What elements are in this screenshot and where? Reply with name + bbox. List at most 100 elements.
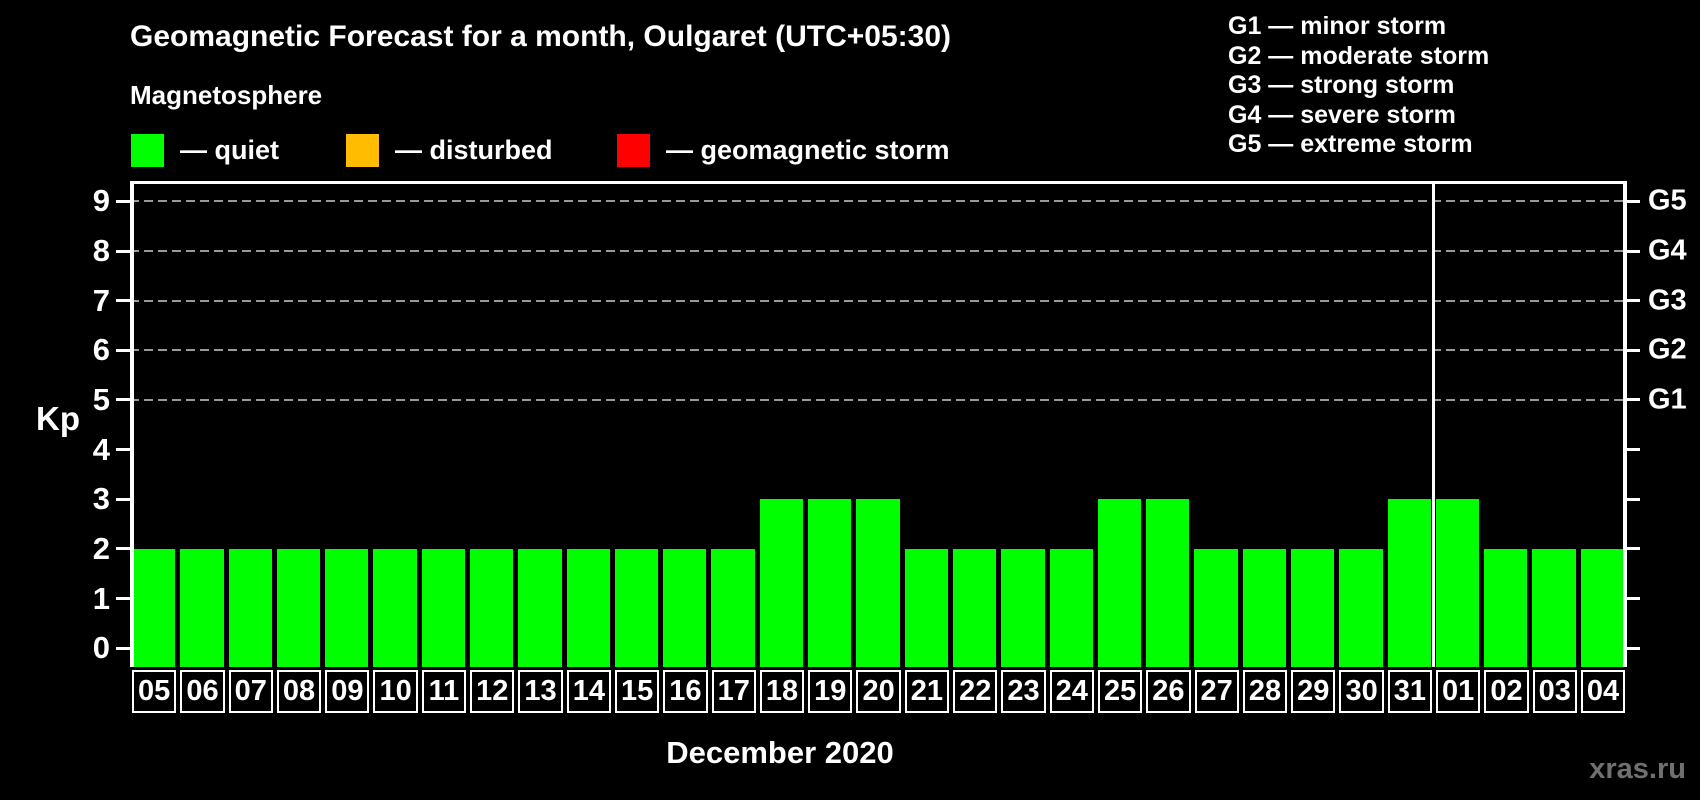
x-axis-title: December 2020 (666, 735, 894, 770)
storm-scale-line-g1: G1 — minor storm (1228, 12, 1447, 40)
magnetosphere-label: Magnetosphere (130, 80, 323, 110)
disturbed-color-swatch (346, 134, 379, 167)
bar-day-17 (711, 548, 755, 667)
legend-label-quiet: — quiet (180, 135, 279, 165)
y-tick-0 (116, 646, 130, 650)
day-label-07: 07 (228, 670, 273, 713)
plot-top-border (130, 181, 1627, 184)
watermark: xras.ru (1589, 753, 1686, 785)
day-label-17: 17 (711, 670, 756, 713)
quiet-color-swatch (131, 134, 164, 167)
day-label-30: 30 (1339, 670, 1384, 713)
bar-day-14 (566, 548, 610, 667)
day-label-21: 21 (904, 670, 950, 713)
legend-item-disturbed: — disturbed (346, 133, 553, 168)
right-axis-label-g1: G1 (1648, 383, 1687, 416)
bar-day-19 (808, 499, 852, 667)
day-label-06: 06 (180, 670, 225, 713)
right-axis-label-g3: G3 (1648, 284, 1687, 317)
legend-label-geomagnetic-storm: — geomagnetic storm (666, 135, 950, 165)
right-tick-7 (1627, 299, 1640, 303)
bar-day-06 (180, 548, 224, 667)
chart-title: Geomagnetic Forecast for a month, Oulgar… (130, 20, 952, 53)
y-tick-label-4: 4 (92, 431, 110, 467)
day-label-12: 12 (470, 670, 515, 713)
day-label-31: 31 (1387, 670, 1433, 713)
storm-scale-legend: G1 — minor storm G2 — moderate storm G3 … (1228, 12, 1489, 160)
bar-day-08 (276, 548, 321, 667)
y-tick-label-1: 1 (92, 580, 110, 616)
y-tick-7 (116, 299, 130, 303)
bar-day-31 (1387, 499, 1431, 667)
right-axis-label-g4: G4 (1648, 234, 1687, 267)
right-tick-5 (1627, 398, 1640, 402)
bar-day-04 (1580, 548, 1624, 667)
day-label-19: 19 (808, 670, 853, 713)
day-label-28: 28 (1242, 670, 1288, 713)
day-label-22: 22 (953, 670, 998, 713)
bar-day-21 (904, 548, 948, 667)
storm-scale-line-g4: G4 — severe storm (1228, 100, 1456, 129)
day-label-08: 08 (276, 670, 322, 713)
day-label-02: 02 (1484, 670, 1529, 713)
bar-day-13 (518, 548, 562, 667)
right-axis-line (1623, 181, 1627, 667)
gridline-kp-8 (130, 250, 1627, 253)
y-tick-label-6: 6 (92, 332, 110, 368)
y-tick-2 (116, 547, 130, 551)
gridline-kp-5 (130, 398, 1627, 401)
right-tick-8 (1627, 249, 1640, 253)
bar-day-25 (1097, 499, 1142, 667)
day-axis: 05 06 07 08 09 10 11 12 13 14 15 16 17 18 19 20 21 22 23 24… (130, 670, 1627, 713)
right-axis-label-g5: G5 (1648, 184, 1687, 217)
day-label-15: 15 (614, 670, 660, 713)
day-label-01: 01 (1436, 670, 1481, 713)
bar-day-10 (373, 548, 417, 667)
day-label-03: 03 (1532, 670, 1577, 713)
right-tick-1 (1627, 597, 1640, 601)
legend-item-geomagnetic-storm: — geomagnetic storm (617, 133, 950, 168)
y-tick-8 (116, 249, 130, 253)
day-label-10: 10 (373, 670, 418, 713)
legend-label-disturbed: — disturbed (395, 135, 553, 165)
y-tick-3 (116, 497, 130, 501)
day-label-25: 25 (1097, 670, 1143, 713)
y-tick-label-9: 9 (92, 183, 110, 219)
plot-area: Kp 0 1 2 3 4 5 6 7 8 9 G5 G4 G3 G2 G1 (36, 181, 1687, 667)
day-label-23: 23 (1001, 670, 1046, 713)
y-axis-title: Kp (36, 400, 80, 438)
y-tick-6 (116, 348, 130, 352)
day-label-14: 14 (566, 670, 611, 713)
bar-day-11 (421, 548, 466, 667)
day-label-26: 26 (1146, 670, 1191, 713)
storm-scale-line-g5: G5 — extreme storm (1228, 130, 1473, 158)
y-tick-label-0: 0 (92, 630, 110, 666)
gridline-kp-7 (130, 299, 1627, 302)
bar-day-02 (1484, 548, 1528, 667)
storm-scale-line-g2: G2 — moderate storm (1228, 41, 1490, 70)
storm-scale-line-g3: G3 — strong storm (1228, 71, 1455, 99)
bar-day-07 (228, 548, 272, 667)
y-tick-9 (116, 199, 130, 203)
bar-day-23 (1001, 548, 1045, 667)
day-label-20: 20 (856, 670, 901, 713)
day-label-11: 11 (421, 670, 467, 713)
y-tick-5 (116, 398, 130, 402)
right-tick-0 (1627, 646, 1640, 650)
day-label-24: 24 (1049, 670, 1094, 713)
bar-day-29 (1290, 548, 1335, 667)
right-tick-9 (1627, 199, 1640, 203)
day-label-04: 04 (1580, 670, 1626, 713)
bar-day-27 (1194, 548, 1238, 667)
y-tick-label-7: 7 (92, 282, 110, 318)
day-label-05: 05 (132, 670, 177, 713)
y-tick-label-8: 8 (92, 233, 110, 269)
day-label-29: 29 (1291, 670, 1336, 713)
y-tick-label-5: 5 (92, 381, 110, 417)
y-tick-4 (116, 448, 130, 452)
right-tick-4 (1627, 448, 1640, 452)
bar-day-24 (1049, 548, 1093, 667)
bar-day-26 (1146, 499, 1190, 667)
month-boundary-line (1432, 181, 1436, 667)
